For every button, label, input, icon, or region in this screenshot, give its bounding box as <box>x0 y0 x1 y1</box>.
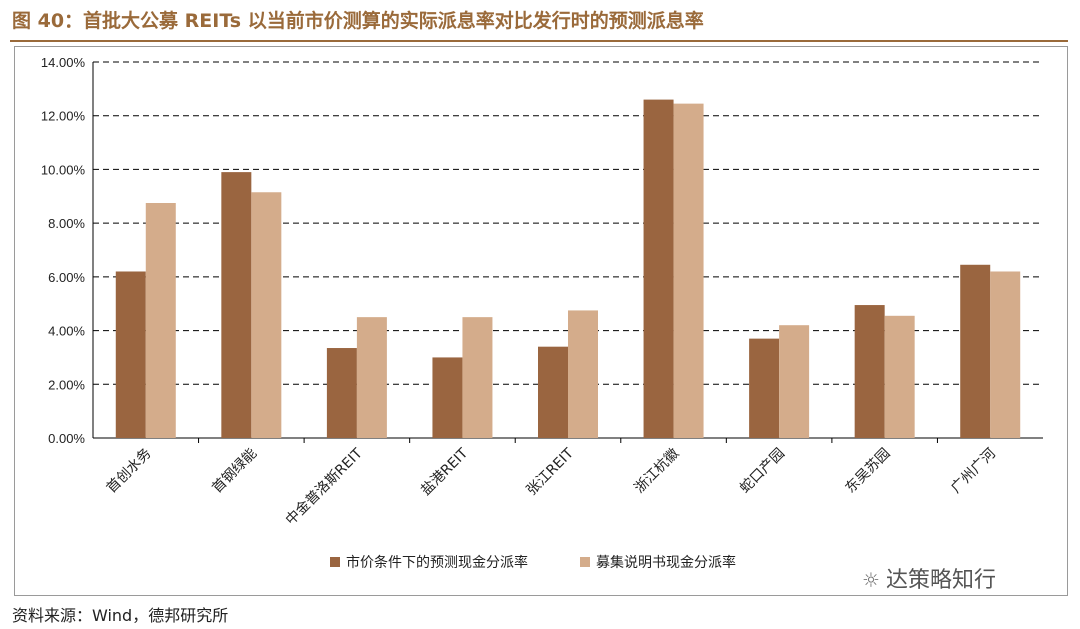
bar-market <box>432 357 463 438</box>
bar-market <box>854 305 885 438</box>
y-tick-label: 4.00% <box>48 324 85 339</box>
y-tick-label: 2.00% <box>48 377 85 392</box>
chart-title: 图 40：首批大公募 REITs 以当前市价测算的实际派息率对比发行时的预测派息… <box>12 10 704 32</box>
y-tick-label: 8.00% <box>48 216 85 231</box>
x-tick-label: 中金普洛斯REIT <box>283 445 366 528</box>
bar-prospectus <box>356 317 387 438</box>
source-note: 资料来源：Wind，德邦研究所 <box>12 606 229 625</box>
x-tick-label: 首创水务 <box>104 446 155 497</box>
y-tick-label: 10.00% <box>41 162 86 177</box>
bar-prospectus <box>673 103 704 438</box>
x-tick-label: 东吴苏园 <box>843 446 894 497</box>
bar-prospectus <box>251 192 282 438</box>
wechat-icon: ☼ <box>862 568 880 592</box>
x-tick-label: 广州广河 <box>948 446 999 497</box>
y-tick-label: 6.00% <box>48 270 85 285</box>
y-tick-label: 0.00% <box>48 431 85 446</box>
legend-swatch <box>330 557 340 567</box>
bar-prospectus <box>990 271 1021 438</box>
bar-market <box>538 346 568 438</box>
watermark-text: 达策略知行 <box>885 568 996 593</box>
legend-label: 市价条件下的预测现金分派率 <box>346 554 528 571</box>
bar-market <box>326 348 357 438</box>
watermark: ☼ 达策略知行 <box>862 562 996 594</box>
bar-prospectus <box>884 315 915 438</box>
bar-prospectus <box>145 203 176 438</box>
x-tick-label: 蛇口产园 <box>737 446 788 497</box>
chart-frame <box>14 46 1068 596</box>
bar-prospectus <box>568 310 598 438</box>
bar-market <box>960 264 991 438</box>
title-divider <box>10 40 1068 42</box>
legend-swatch <box>580 557 590 567</box>
bar-prospectus <box>779 325 810 438</box>
x-tick-label: 盐港REIT <box>418 445 472 499</box>
x-tick-label: 张江REIT <box>524 445 578 499</box>
legend-label: 募集说明书现金分派率 <box>596 554 736 571</box>
x-tick-label: 浙江杭徽 <box>631 446 682 497</box>
bar-market <box>221 172 252 438</box>
bar-market <box>115 271 146 438</box>
bar-market <box>643 99 674 438</box>
y-tick-label: 12.00% <box>41 109 86 124</box>
x-tick-label: 首钢绿能 <box>209 446 260 497</box>
bar-market <box>749 338 780 438</box>
bar-prospectus <box>462 317 493 438</box>
y-tick-label: 14.00% <box>41 55 86 70</box>
